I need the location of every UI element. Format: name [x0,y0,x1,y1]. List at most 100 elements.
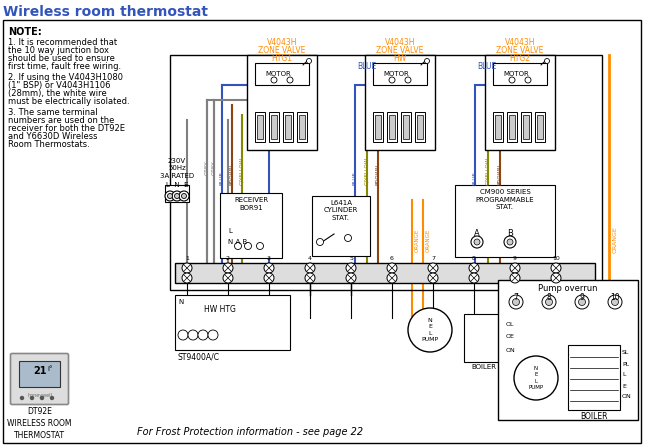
Text: CM900 SERIES
PROGRAMMABLE
STAT.: CM900 SERIES PROGRAMMABLE STAT. [476,189,534,210]
Text: ON: ON [622,395,631,400]
Bar [535,112,545,142]
Circle shape [469,263,479,273]
Bar [375,115,381,139]
Text: 10: 10 [610,293,620,302]
Bar [255,63,309,85]
Text: N A B: N A B [228,239,247,245]
Bar [19,361,60,387]
Circle shape [346,273,356,283]
Circle shape [575,295,589,309]
Circle shape [306,59,312,63]
Text: L: L [228,228,232,234]
Circle shape [509,77,515,83]
Circle shape [579,299,586,305]
Text: BLUE: BLUE [353,171,357,185]
Circle shape [264,263,274,273]
Text: BROWN: BROWN [375,164,381,185]
Bar [455,185,555,257]
Circle shape [223,263,233,273]
Circle shape [424,59,430,63]
Text: 10: 10 [552,256,560,261]
Text: 3. The same terminal: 3. The same terminal [8,108,97,117]
Circle shape [182,273,192,283]
Text: BOILER: BOILER [471,364,497,370]
Bar [365,55,435,150]
Text: 2. If using the V4043H1080: 2. If using the V4043H1080 [8,73,123,82]
Text: first time, fault free wiring.: first time, fault free wiring. [8,62,121,71]
Text: MOTOR: MOTOR [503,71,529,77]
Circle shape [244,243,252,249]
Text: HTG1: HTG1 [272,54,292,63]
Text: 8: 8 [546,293,551,302]
Bar [417,115,423,139]
Text: BLUE: BLUE [357,62,376,71]
Circle shape [507,239,513,245]
Circle shape [168,194,172,198]
Text: BROWN: BROWN [230,164,235,185]
Bar [247,55,317,150]
Bar [485,55,555,150]
Text: honeywell: honeywell [27,392,52,397]
Circle shape [428,273,438,283]
Bar [493,112,503,142]
Circle shape [344,235,352,241]
Text: Pump overrun: Pump overrun [538,284,598,293]
Circle shape [474,239,480,245]
Bar [165,185,189,202]
Circle shape [175,194,179,198]
Text: GREY: GREY [212,160,217,175]
Text: MOTOR: MOTOR [383,71,409,77]
Circle shape [387,273,397,283]
Text: ZONE VALVE: ZONE VALVE [258,46,306,55]
Text: N: N [178,299,183,305]
Circle shape [469,273,479,283]
Circle shape [257,243,264,249]
Text: and Y6630D Wireless: and Y6630D Wireless [8,132,97,141]
Bar [495,115,501,139]
Circle shape [305,273,315,283]
Text: 5: 5 [349,256,353,261]
Circle shape [198,330,208,340]
Bar [170,55,602,290]
Text: BROWN: BROWN [497,164,502,185]
Bar [493,63,547,85]
Bar [387,112,397,142]
Text: 8: 8 [472,256,476,261]
Bar [269,112,279,142]
Circle shape [182,263,192,273]
Circle shape [223,273,233,283]
Text: 9: 9 [580,293,584,302]
Text: 1. It is recommended that: 1. It is recommended that [8,38,117,47]
Bar [271,115,277,139]
Text: A: A [474,229,480,238]
Text: ORANGE: ORANGE [415,228,420,252]
Bar [537,115,543,139]
Circle shape [346,263,356,273]
Circle shape [264,273,274,283]
Text: V4043H: V4043H [385,38,415,47]
Text: OE: OE [506,334,515,340]
Text: (1" BSP) or V4043H1106: (1" BSP) or V4043H1106 [8,81,110,90]
Bar [521,112,531,142]
Text: numbers are used on the: numbers are used on the [8,116,114,125]
Circle shape [30,396,34,400]
Bar [257,115,263,139]
Text: HW HTG: HW HTG [204,305,236,314]
Circle shape [513,299,519,305]
Circle shape [428,263,438,273]
Text: G/YELLOW: G/YELLOW [364,157,370,185]
Text: ON: ON [506,347,516,353]
Bar [568,345,620,410]
Text: N
E
L
PUMP: N E L PUMP [528,366,544,390]
Text: Wireless room thermostat: Wireless room thermostat [3,5,208,19]
Circle shape [551,273,561,283]
Text: NOTE:: NOTE: [8,27,42,37]
Text: E: E [622,384,626,388]
Bar [220,193,282,258]
Bar [464,314,504,362]
Bar [389,115,395,139]
Text: 1: 1 [185,256,189,261]
Text: (28mm), the white wire: (28mm), the white wire [8,89,107,98]
Circle shape [546,299,553,305]
Text: ZONE VALVE: ZONE VALVE [376,46,424,55]
